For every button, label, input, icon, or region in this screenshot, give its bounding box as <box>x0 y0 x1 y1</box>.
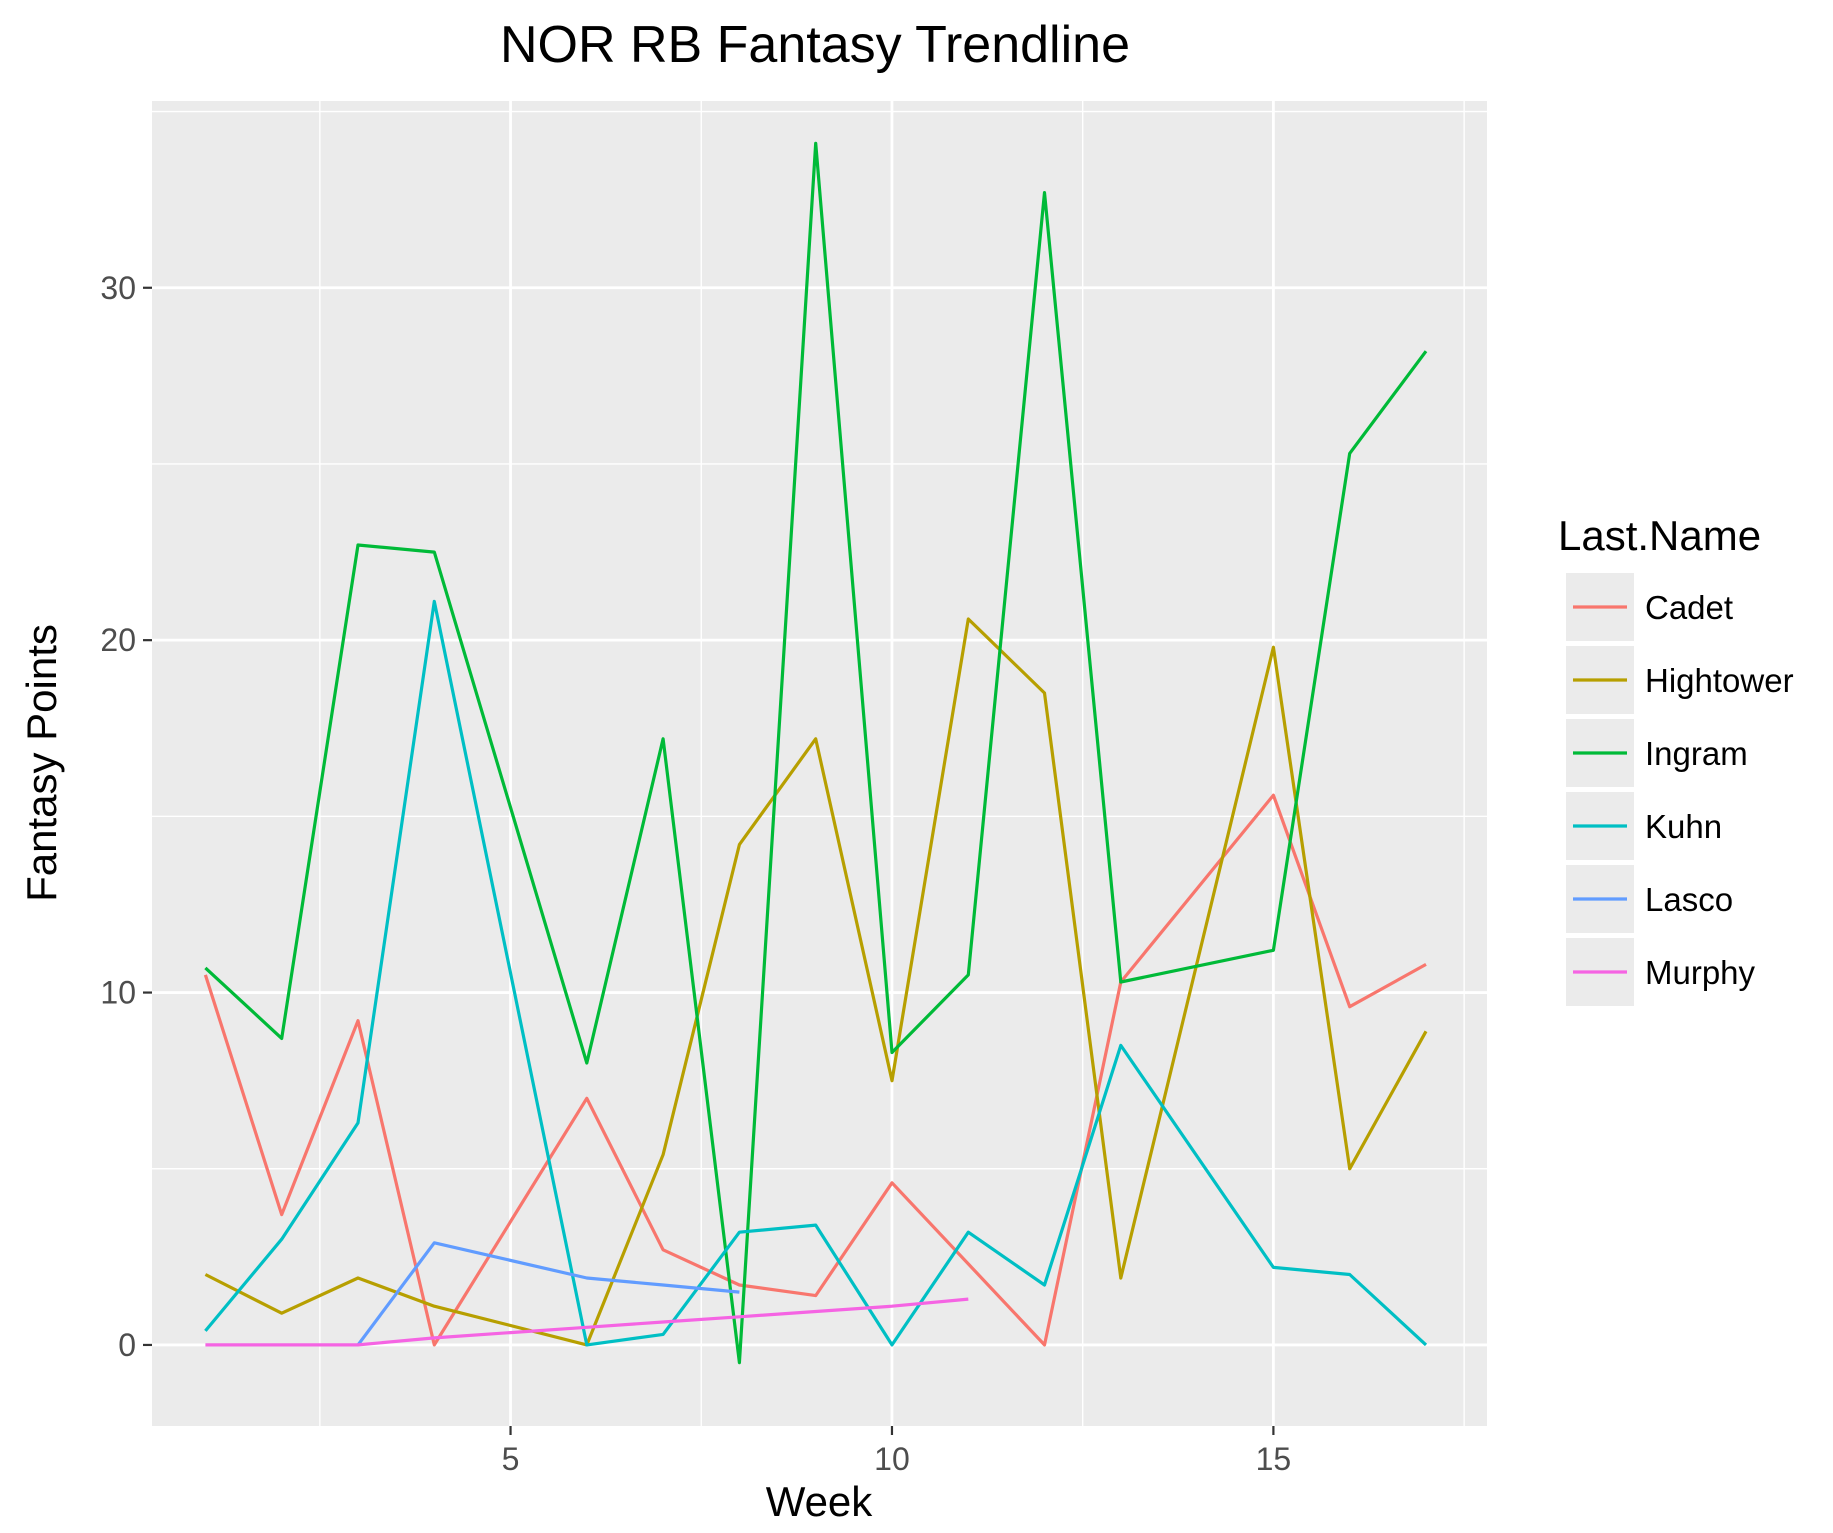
minor-gridlines <box>152 101 1487 1426</box>
plot-panel <box>152 101 1487 1426</box>
series-line-ingram <box>204 141 1428 1365</box>
legend-label: Lasco <box>1645 881 1733 918</box>
y-tick-label: 20 <box>100 622 136 658</box>
legend: Last.Name Cadet Hightower Ingram Kuhn Lasco M… <box>1558 512 1794 1006</box>
series-line-kuhn <box>204 599 1428 1347</box>
legend-label: Hightower <box>1645 662 1794 699</box>
x-axis: 5 10 15 <box>502 1426 1292 1477</box>
y-axis-title: Fantasy Points <box>18 624 65 902</box>
x-tick-label: 5 <box>502 1441 520 1477</box>
y-axis: 0 10 20 30 <box>100 270 152 1363</box>
x-tick-label: 15 <box>1256 1441 1292 1477</box>
y-tick-label: 30 <box>100 270 136 306</box>
series-layer <box>203 141 1428 1365</box>
legend-label: Murphy <box>1645 954 1756 991</box>
x-tick-label: 10 <box>874 1441 910 1477</box>
y-tick-label: 10 <box>100 975 136 1011</box>
legend-label: Cadet <box>1645 589 1733 626</box>
series-line-murphy <box>205 1297 969 1347</box>
series-line-hightower <box>204 617 1428 1347</box>
series-line-lasco <box>356 1241 740 1346</box>
x-axis-title: Week <box>766 1478 874 1525</box>
legend-label: Kuhn <box>1645 808 1722 845</box>
series-line-cadet <box>203 793 1427 1347</box>
chart-title: NOR RB Fantasy Trendline <box>500 16 1130 74</box>
y-tick-label: 0 <box>118 1327 136 1363</box>
legend-title: Last.Name <box>1558 512 1761 559</box>
legend-label: Ingram <box>1645 735 1748 772</box>
